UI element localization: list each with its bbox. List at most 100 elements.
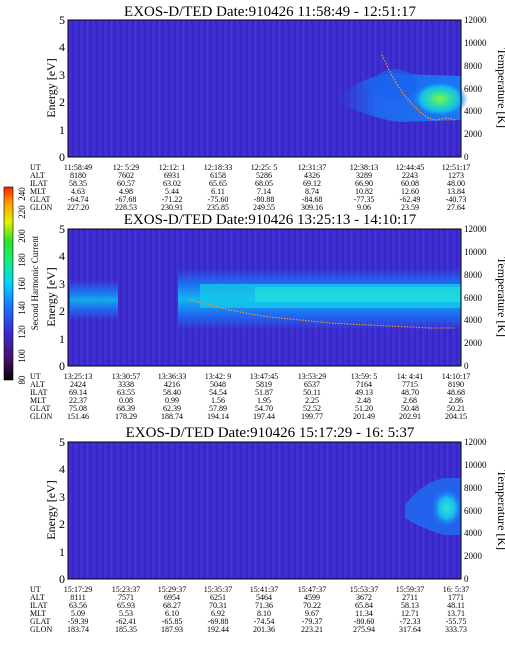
panel-3-cell: 15:47:37	[298, 585, 326, 594]
panel-2-cell: 1.95	[257, 396, 271, 405]
panel-2-cell: 2.25	[305, 396, 319, 405]
panel-2-ytick-1: 1	[59, 332, 65, 346]
panel-3-cell: 183.74	[67, 625, 89, 634]
panel-2-cell: 68.39	[117, 404, 135, 413]
panel-1-row-glat: GLAT -64.74 -67.68 -71.22 -75.60 -80.88 …	[30, 195, 466, 204]
panel-1-row-label: ILAT	[30, 179, 47, 188]
panel-3-row-alt: ALT 8111 7571 6954 6251 5464 4599 3672 2…	[30, 593, 464, 602]
panel-2-y2tick-0: 0	[464, 361, 469, 371]
panel-2-ytick-3: 3	[59, 277, 65, 291]
panel-3-cell: 275.94	[353, 625, 375, 634]
panel-1-row-label: GLAT	[30, 195, 51, 204]
panel-2-cell: 194.14	[207, 412, 229, 421]
panel-3-yticks: 0 1 2 3 4 5	[59, 435, 65, 586]
panel-2-row-alt: ALT 2424 3338 4216 5048 5819 6537 7164 7…	[30, 380, 464, 389]
panel-2-cell: 75.08	[69, 404, 87, 413]
panel-3-cell: -74.54	[254, 617, 275, 626]
panel-2-y2ticks: 0 2000 4000 6000 8000 10000 12000	[464, 224, 487, 371]
panel-2-frame	[67, 228, 462, 367]
panel-2-row-label: ALT	[30, 380, 45, 389]
panel-3-cell: 5.53	[119, 609, 133, 618]
panel-3-cell: 1771	[448, 593, 464, 602]
panel-1-cell: 4.98	[119, 187, 133, 196]
panel-1-cell: 60.57	[117, 179, 135, 188]
panel-2-ytick-4: 4	[59, 249, 65, 263]
panel-1-yticks: 0 1 2 3 4 5	[59, 13, 65, 164]
panel-3-background	[68, 442, 461, 579]
panel-3-cell: 70.31	[209, 601, 227, 610]
panel-2-cell: 51.87	[255, 388, 273, 397]
colorbar-label: Second Harmonic Current	[30, 235, 40, 330]
panel-3-cell: 11.34	[355, 609, 373, 618]
panel-3-cell: 65.93	[117, 601, 135, 610]
panel-1-cell: 23.59	[401, 203, 419, 212]
panel-1-ytick-2: 2	[59, 95, 65, 109]
panel-2-cell: 50.11	[303, 388, 321, 397]
panel-2-ytick-2: 2	[59, 304, 65, 318]
panel-1-y2tick-2: 4000	[464, 106, 483, 116]
panel-2-row-label: ILAT	[30, 388, 47, 397]
panel-2-cell: 2424	[70, 380, 86, 389]
panel-1-cell: 8180	[70, 171, 86, 180]
panel-2-cell: 197.44	[253, 412, 275, 421]
panel-2-cell: 188.74	[161, 412, 183, 421]
colorbar-tick: 160	[17, 277, 27, 291]
panel-1-cell: -71.22	[162, 195, 183, 204]
panel-3-cell: -59.39	[68, 617, 89, 626]
panel-1-cell: -67.68	[116, 195, 137, 204]
panel-1-cell: 2243	[402, 171, 418, 180]
panel-3-cell: 16: 5:37	[443, 585, 469, 594]
panel-2-y2tick-4: 8000	[464, 270, 483, 280]
panel-1-cell: 4.63	[71, 187, 85, 196]
panel-3-plot-area	[67, 441, 463, 580]
panel-3-y2tick-6: 12000	[464, 437, 487, 447]
panel-3-cell: -55.75	[446, 617, 467, 626]
panel-1-y2tick-4: 8000	[464, 61, 483, 71]
panel-3-cell: 6.10	[165, 609, 179, 618]
panel-3-cell: 15:23:37	[112, 585, 140, 594]
panel-2-cell: 3338	[118, 380, 134, 389]
panel-3-cell: 13.71	[447, 609, 465, 618]
panel-2-y2tick-5: 10000	[464, 247, 487, 257]
panel-1-cell: 3289	[356, 171, 372, 180]
colorbar-tick: 140	[17, 301, 27, 315]
panel-2-cell: 49.13	[355, 388, 373, 397]
panel-1-cell: -80.88	[254, 195, 275, 204]
panel-1-cell: 65.65	[209, 179, 227, 188]
panel-1-ytick-3: 3	[59, 68, 65, 82]
panel-3-cell: 8111	[70, 593, 85, 602]
panel-1-hot-spot	[412, 81, 468, 117]
panel-1-row-mlt: MLT 4.63 4.98 5.44 6.11 7.14 8.74 10.82 …	[30, 187, 465, 196]
panel-2-y2label: Temperature [K]	[495, 257, 505, 337]
panel-2-cell: 14: 4:41	[397, 372, 423, 381]
panel-2-cell: 8190	[448, 380, 464, 389]
panel-3-cell: 6.92	[211, 609, 225, 618]
panel-2-cell: 2.68	[403, 396, 417, 405]
panel-3-frame	[67, 441, 462, 580]
panel-2-cell: 51.20	[355, 404, 373, 413]
panel-2-cell: 0.08	[119, 396, 133, 405]
panel-3-hot-spot	[431, 488, 463, 528]
panel-3-cell: 15:35:37	[204, 585, 232, 594]
panel-1-cell: -77.35	[354, 195, 375, 204]
panel-2-cell: 57.89	[209, 404, 227, 413]
panel-1-cell: 5286	[256, 171, 272, 180]
panel-2-row-label: GLAT	[30, 404, 51, 413]
panel-1-row-ut: UT 11:58:49 12: 5:29 12:12: 1 12:18:33 1…	[30, 163, 470, 172]
panel-2-row-ilat: ILAT 69.14 63.55 58.40 54.54 51.87 50.11…	[30, 388, 465, 397]
panel-2-cell: 5819	[256, 380, 272, 389]
colorbar-tick: 100	[17, 349, 27, 363]
panel-1-row-label: ALT	[30, 171, 45, 180]
panel-3-cell: 333.73	[445, 625, 467, 634]
panel-3-cell: -65.85	[162, 617, 183, 626]
panel-1-cell: -75.60	[208, 195, 229, 204]
panel-2-cell: 50.48	[401, 404, 419, 413]
colorbar-tick: 120	[17, 325, 27, 339]
panel-3-row-label: ILAT	[30, 601, 47, 610]
panel-1-cell: -40.73	[446, 195, 467, 204]
panel-1-cell: 12:38:13	[350, 163, 378, 172]
panel-3-cell: 68.27	[163, 601, 181, 610]
panel-1: EXOS-D/TED Date:910426 11:58:49 - 12:51:…	[30, 4, 505, 212]
panel-1-cell: 6.11	[211, 187, 225, 196]
panel-2-cell: 7164	[356, 380, 372, 389]
